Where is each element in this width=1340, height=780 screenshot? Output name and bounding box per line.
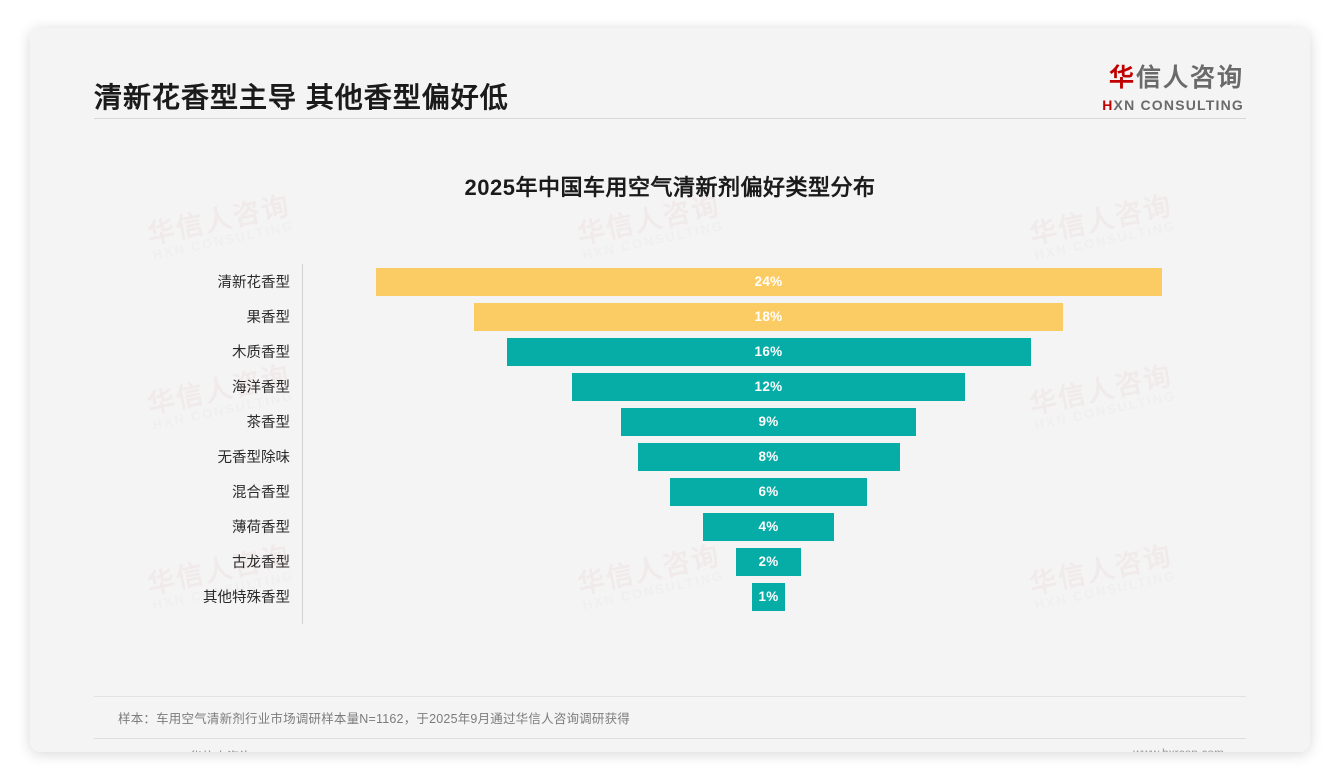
footer-divider <box>94 738 1246 739</box>
slide-header: 清新花香型主导 其他香型偏好低 华信人咨询 HXN CONSULTING <box>30 28 1310 133</box>
logo-english-rest: XN CONSULTING <box>1113 97 1244 113</box>
note-divider <box>94 696 1246 697</box>
bar-value-label: 6% <box>758 484 779 499</box>
category-label: 其他特殊香型 <box>203 590 290 606</box>
bar-value-label: 18% <box>754 309 783 324</box>
bar-value-label: 9% <box>758 414 779 429</box>
bar-value-label: 4% <box>758 519 779 534</box>
category-label: 薄荷香型 <box>232 520 290 536</box>
logo-english: HXN CONSULTING <box>1102 97 1244 113</box>
bar[interactable]: 2% <box>735 547 802 576</box>
chart-row: 古龙香型 2% <box>94 544 1246 579</box>
watermark: 华信人咨询 HXN CONSULTING <box>1027 190 1178 263</box>
category-label: 无香型除味 <box>217 450 291 466</box>
bar-track: 2% <box>303 544 1246 579</box>
category-label: 果香型 <box>246 310 291 326</box>
bar-value-label: 8% <box>758 449 779 464</box>
chart-row: 海洋香型 12% <box>94 369 1246 404</box>
bar[interactable]: 24% <box>375 267 1162 296</box>
category-label: 茶香型 <box>246 415 291 431</box>
bar-track: 1% <box>303 579 1246 614</box>
bar[interactable]: 6% <box>670 477 867 506</box>
logo-chinese-rest: 信人咨询 <box>1135 64 1244 92</box>
bar[interactable]: 16% <box>506 337 1031 366</box>
category-label: 木质香型 <box>232 345 290 361</box>
category-label: 海洋香型 <box>232 380 290 396</box>
bar-value-label: 12% <box>754 379 783 394</box>
bar[interactable]: 1% <box>752 582 785 611</box>
watermark-en: HXN CONSULTING <box>1033 218 1178 263</box>
bar-track: 18% <box>303 299 1246 334</box>
bar-track: 16% <box>303 334 1246 369</box>
chart-row: 无香型除味 8% <box>94 439 1246 474</box>
bar-track: 24% <box>303 264 1246 299</box>
bar[interactable]: 8% <box>637 442 900 471</box>
category-axis-line <box>302 264 303 624</box>
watermark-en: HXN CONSULTING <box>581 218 726 263</box>
copyright-text: ©2025.11 HXR华信人咨询 <box>106 746 252 752</box>
category-label: 古龙香型 <box>232 555 290 571</box>
bar-track: 12% <box>303 369 1246 404</box>
bar[interactable]: 9% <box>621 407 916 436</box>
bar-value-label: 2% <box>758 554 779 569</box>
funnel-chart: 清新花香型 24% 果香型 18% 木质香型 16% 海洋香型 12% 茶香型 9% 无香型除味 8%… <box>94 264 1246 634</box>
logo-english-accent: H <box>1102 97 1114 113</box>
chart-row: 混合香型 6% <box>94 474 1246 509</box>
bar-value-label: 16% <box>754 344 783 359</box>
chart-row: 其他特殊香型 1% <box>94 579 1246 614</box>
chart-row: 茶香型 9% <box>94 404 1246 439</box>
category-label: 清新花香型 <box>217 275 291 291</box>
logo-chinese: 华信人咨询 <box>1102 58 1244 94</box>
chart-row: 果香型 18% <box>94 299 1246 334</box>
page-title: 清新花香型主导 其他香型偏好低 <box>94 82 509 113</box>
watermark: 华信人咨询 HXN CONSULTING <box>145 190 296 263</box>
bar-track: 4% <box>303 509 1246 544</box>
website-url: www.hxrcon.com <box>1133 746 1224 752</box>
chart-title: 2025年中国车用空气清新剂偏好类型分布 <box>464 175 876 200</box>
bar-track: 8% <box>303 439 1246 474</box>
logo-chinese-accent: 华 <box>1108 64 1136 92</box>
bar-track: 9% <box>303 404 1246 439</box>
bar[interactable]: 12% <box>572 372 965 401</box>
chart-row: 木质香型 16% <box>94 334 1246 369</box>
watermark: 华信人咨询 HXN CONSULTING <box>575 190 726 263</box>
bar[interactable]: 18% <box>473 302 1064 331</box>
bar-track: 6% <box>303 474 1246 509</box>
chart-row: 薄荷香型 4% <box>94 509 1246 544</box>
header-divider <box>94 118 1246 119</box>
watermark-en: HXN CONSULTING <box>151 218 296 263</box>
bar-value-label: 1% <box>758 589 779 604</box>
category-label: 混合香型 <box>232 485 290 501</box>
bar-value-label: 24% <box>754 274 783 289</box>
slide-footer: ©2025.11 HXR华信人咨询 www.hxrcon.com <box>30 740 1310 752</box>
chart-rows: 清新花香型 24% 果香型 18% 木质香型 16% 海洋香型 12% 茶香型 9% 无香型除味 8%… <box>94 264 1246 614</box>
source-note: 样本：车用空气清新剂行业市场调研样本量N=1162，于2025年9月通过华信人咨… <box>118 712 630 726</box>
brand-logo: 华信人咨询 HXN CONSULTING <box>1102 58 1244 113</box>
slide-card: 华信人咨询 HXN CONSULTING 华信人咨询 HXN CONSULTIN… <box>30 28 1310 752</box>
chart-row: 清新花香型 24% <box>94 264 1246 299</box>
bar[interactable]: 4% <box>703 512 834 541</box>
